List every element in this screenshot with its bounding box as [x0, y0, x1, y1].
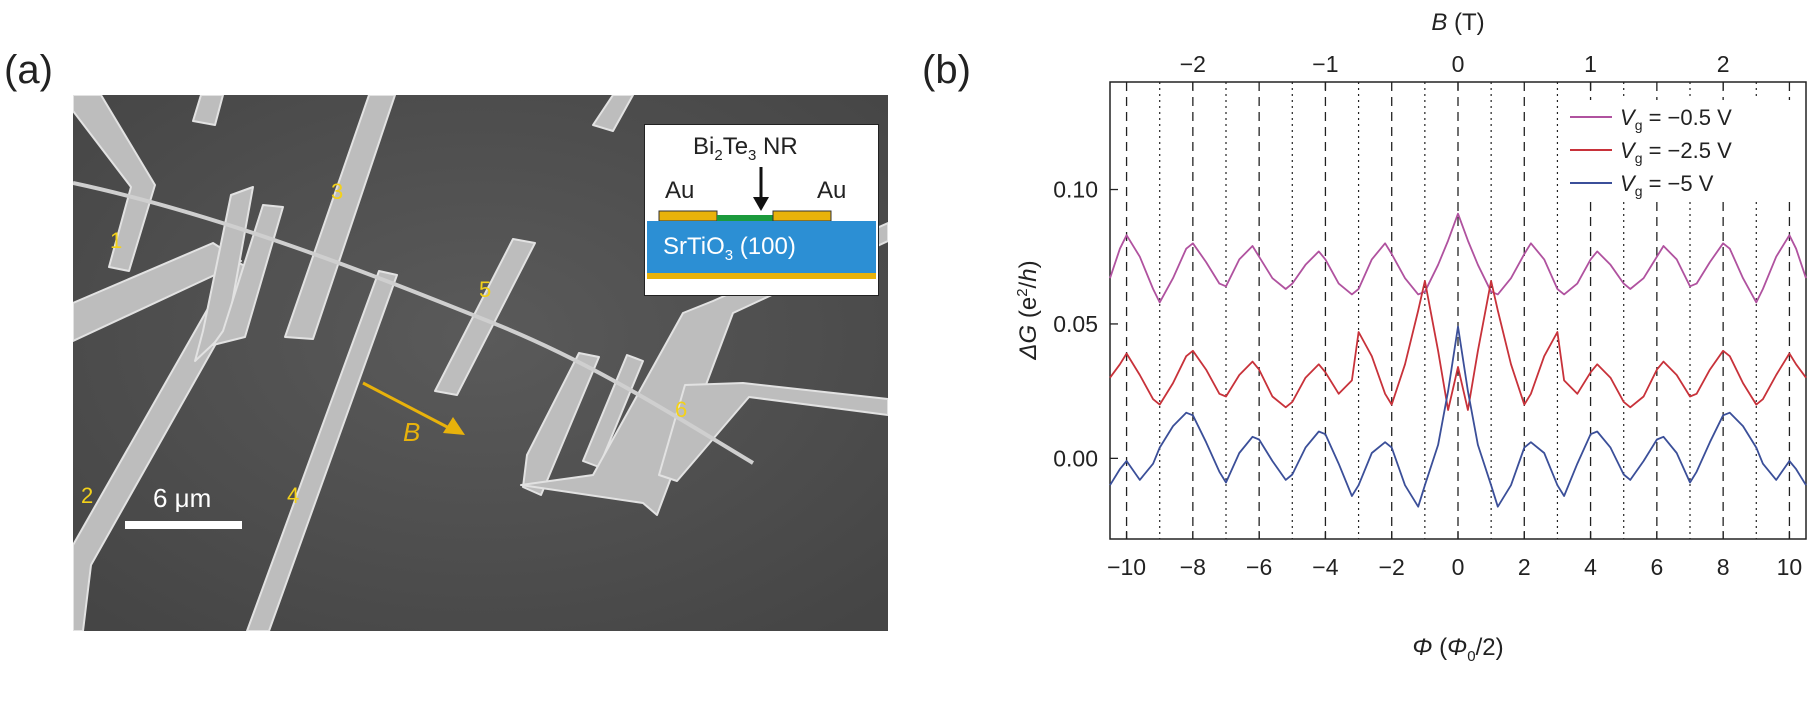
y-tick-label: 0.10: [1053, 177, 1098, 203]
x-tick-label: 10: [1777, 554, 1803, 580]
data-curves: [1109, 212, 1807, 508]
panel-a-label: (a): [4, 48, 53, 92]
nanoribbon: [73, 181, 755, 465]
inset-drawing: [647, 167, 876, 279]
y-tick-label: 0.00: [1053, 445, 1098, 471]
electrode-1: [73, 95, 156, 272]
top-tick-label: 2: [1717, 51, 1730, 77]
x-tick-label: −8: [1180, 554, 1206, 580]
legend: Vg = −0.5 V Vg = −2.5 V Vg = −5 V: [1566, 100, 1792, 200]
inset-au-left: Au: [665, 177, 695, 204]
field-arrow-label: B: [403, 417, 421, 447]
y-tick-label: 0.05: [1053, 311, 1098, 337]
series-line-0: [1109, 212, 1807, 304]
x-tick-label: 0: [1452, 554, 1465, 580]
inset-arrow-head: [753, 197, 769, 211]
inset-au-pad-left: [658, 210, 718, 222]
scale-bar: [125, 521, 242, 529]
axis-ticks: −10 −8 −6 −4 −2 0 2 4 6 8 100.000.050.10−2 −1 0 1 2: [1053, 51, 1802, 580]
electrode-5-top: [592, 95, 634, 132]
series-line-2: [1109, 325, 1807, 508]
top-tick-label: −1: [1312, 51, 1338, 77]
electrode-label-1: 1: [110, 228, 123, 253]
electrode-a: [522, 352, 600, 496]
electrode-6: [658, 382, 888, 482]
x-tick-label: −2: [1379, 554, 1405, 580]
x-tick-label: 2: [1518, 554, 1531, 580]
electrode-label-4: 4: [287, 483, 300, 508]
x-tick-label: −6: [1246, 554, 1272, 580]
sem-micrograph: 1 2 3 4 5 6 6 μm B Bi2Te3 NR Au Au SrTiO…: [73, 95, 888, 631]
device-schematic-inset: Bi2Te3 NR Au Au SrTiO3 (100): [644, 124, 879, 296]
x-tick-label: −4: [1312, 554, 1338, 580]
legend-entry-vg-2-5: Vg = −2.5 V: [1620, 138, 1732, 166]
y-axis-label: ΔG (e2/h): [1014, 260, 1042, 360]
inset-nr-label: Bi2Te3 NR: [693, 133, 798, 164]
field-arrow-shaft: [362, 381, 452, 431]
electrode-top-stub: [192, 95, 224, 126]
inset-substrate: [647, 221, 876, 273]
electrode-label-3: 3: [331, 179, 344, 204]
electrode-label-6: 6: [675, 397, 688, 422]
x-tick-label: −10: [1107, 554, 1146, 580]
electrode-label-5: 5: [479, 277, 492, 302]
electrode-3: [284, 95, 396, 340]
x-tick-label: 4: [1584, 554, 1597, 580]
top-tick-label: 1: [1584, 51, 1597, 77]
x-axis-label: Φ (Φ0/2): [1412, 634, 1503, 665]
legend-entry-vg-5: Vg = −5 V: [1620, 171, 1714, 199]
x-tick-label: 6: [1650, 554, 1663, 580]
scale-bar-label: 6 μm: [153, 483, 212, 513]
top-tick-label: 0: [1452, 51, 1465, 77]
electrode-4: [246, 270, 398, 631]
inset-nanoribbon: [717, 215, 773, 221]
top-axis-label: B (T): [1431, 9, 1484, 36]
inset-backgate: [647, 273, 876, 279]
electrode-5: [434, 238, 536, 396]
panel-b-label: (b): [922, 48, 971, 92]
inset-au-pad-right: [772, 210, 832, 222]
inset-au-right: Au: [817, 177, 847, 204]
electrode-2-bar: [212, 204, 284, 346]
electrode-2-top: [194, 186, 254, 362]
magnetoconductance-chart: −10 −8 −6 −4 −2 0 2 4 6 8 100.000.050.10−2 −1 0 1 2 Φ …: [1014, 9, 1807, 665]
field-arrow-head: [443, 417, 465, 435]
inset-substrate-label: SrTiO3 (100): [663, 233, 796, 264]
series-line-1: [1109, 280, 1807, 411]
electrode-label-2: 2: [81, 483, 94, 508]
electrodes: [73, 95, 888, 631]
legend-entry-vg-0-5: Vg = −0.5 V: [1620, 105, 1732, 133]
top-tick-label: −2: [1180, 51, 1206, 77]
x-tick-label: 8: [1717, 554, 1730, 580]
